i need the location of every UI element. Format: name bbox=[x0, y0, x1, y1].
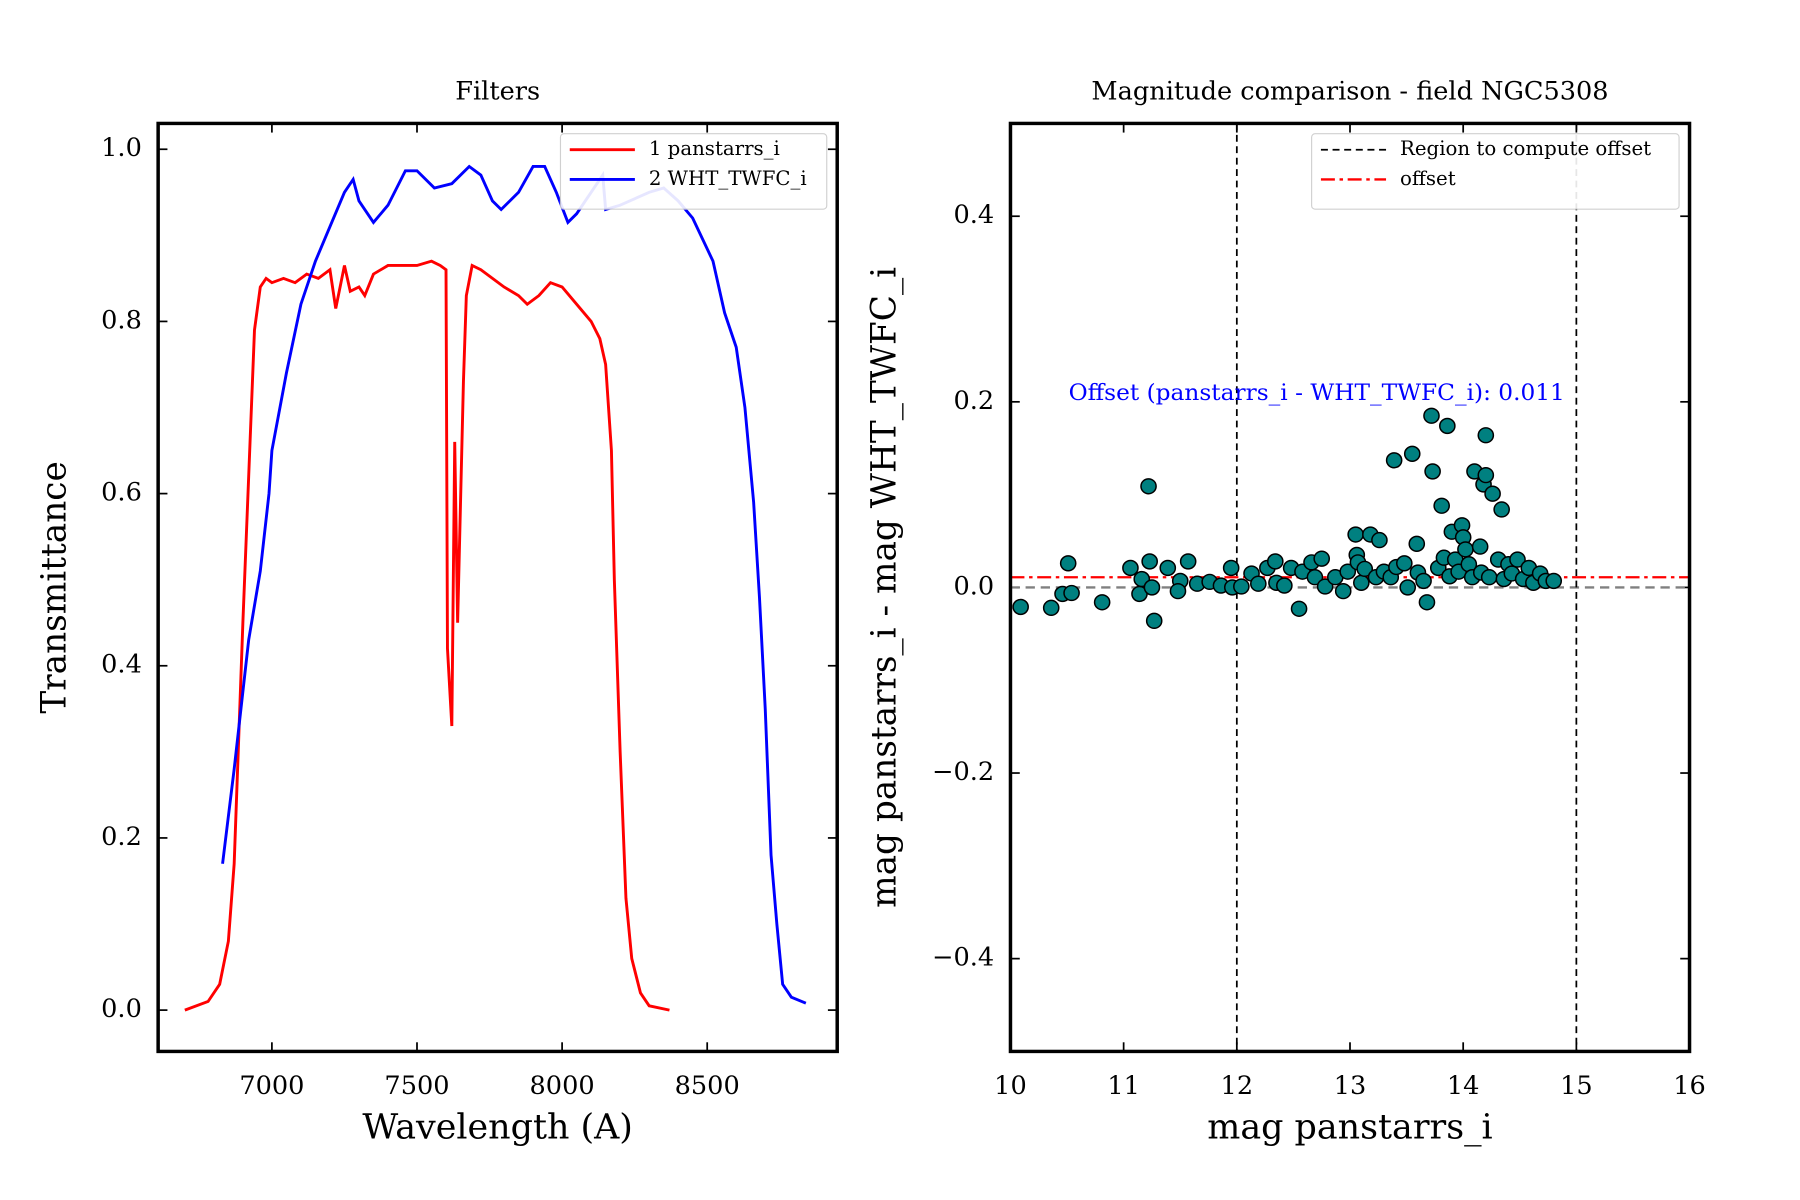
y-tick-label: 0.0 bbox=[101, 993, 142, 1023]
scatter-point bbox=[1424, 463, 1441, 480]
y-tick-label: 0.2 bbox=[953, 385, 994, 415]
scatter-point bbox=[1509, 551, 1526, 568]
scatter-point bbox=[1484, 485, 1501, 502]
scatter-point bbox=[1477, 466, 1495, 484]
legend-label: Region to compute offset bbox=[1400, 137, 1651, 160]
scatter-point bbox=[1480, 569, 1498, 586]
scatter-point bbox=[1477, 427, 1495, 444]
line-series bbox=[221, 164, 807, 1005]
x-tick-label: 7000 bbox=[239, 1070, 304, 1100]
plot-frame bbox=[1008, 121, 1692, 1054]
scatter-point bbox=[1433, 497, 1450, 514]
scatter-point bbox=[1471, 538, 1489, 555]
scatter-point bbox=[1266, 553, 1284, 570]
scatter-point bbox=[1169, 582, 1187, 600]
chart-title: Magnitude comparison - field NGC5308 bbox=[1091, 76, 1608, 106]
legend-box bbox=[1311, 133, 1680, 210]
scatter-point bbox=[1159, 559, 1177, 577]
x-tick-label: 8000 bbox=[530, 1070, 595, 1100]
line-series bbox=[184, 259, 670, 1012]
x-tick-label: 15 bbox=[1560, 1070, 1593, 1100]
scatter-point bbox=[1179, 553, 1197, 570]
scatter-point bbox=[1403, 445, 1421, 462]
y-tick-label: −0.4 bbox=[932, 942, 994, 972]
scatter-point bbox=[1396, 555, 1413, 572]
scatter-point bbox=[1122, 559, 1139, 577]
scatter-point bbox=[1423, 407, 1440, 424]
y-tick-label: −0.2 bbox=[932, 756, 994, 786]
y-tick-label: 0.8 bbox=[101, 305, 142, 335]
scatter-point bbox=[1093, 594, 1111, 611]
y-tick-label: 0.2 bbox=[101, 821, 142, 851]
x-tick-label: 14 bbox=[1447, 1070, 1480, 1100]
scatter-point bbox=[1353, 574, 1370, 591]
x-tick-label: 10 bbox=[994, 1070, 1027, 1100]
scatter-point bbox=[1012, 598, 1029, 616]
scatter-point bbox=[1222, 559, 1240, 577]
scatter-point bbox=[1290, 600, 1308, 617]
y-tick-label: 0.6 bbox=[101, 477, 142, 507]
chart-title: Filters bbox=[455, 76, 540, 106]
scatter-point bbox=[1356, 560, 1374, 578]
scatter-point bbox=[1233, 578, 1250, 595]
y-tick-label: 0.4 bbox=[953, 199, 994, 229]
scatter-point bbox=[1316, 578, 1334, 595]
scatter-point bbox=[1408, 535, 1426, 552]
x-tick-label: 12 bbox=[1221, 1070, 1254, 1100]
scatter-point bbox=[1059, 555, 1077, 572]
scatter-point bbox=[1334, 582, 1352, 600]
y-axis-label: mag panstarrs_i - mag WHT_TWFC_i bbox=[864, 267, 904, 908]
x-axis-label: mag panstarrs_i bbox=[1207, 1108, 1492, 1148]
x-tick-label: 8500 bbox=[675, 1070, 740, 1100]
x-tick-label: 11 bbox=[1107, 1070, 1140, 1100]
y-tick-label: 0.4 bbox=[101, 649, 142, 679]
scatter-point bbox=[1145, 612, 1163, 630]
scatter-point bbox=[1457, 541, 1474, 558]
scatter-point bbox=[1371, 531, 1388, 549]
scatter-point bbox=[1042, 599, 1060, 617]
y-axis-label: Transmittance bbox=[34, 461, 74, 713]
scatter-point bbox=[1306, 569, 1324, 586]
scatter-point bbox=[1385, 452, 1403, 469]
scatter-point bbox=[1141, 553, 1158, 570]
scatter-point bbox=[1063, 584, 1080, 602]
x-tick-label: 13 bbox=[1334, 1070, 1367, 1100]
scatter-point bbox=[1415, 572, 1432, 590]
scatter-point bbox=[1250, 575, 1267, 592]
scatter-point bbox=[1493, 501, 1510, 518]
scatter-point bbox=[1545, 572, 1563, 590]
scatter-point bbox=[1439, 417, 1456, 435]
scatter-point bbox=[1140, 478, 1157, 495]
annotation: Offset (panstarrs_i - WHT_TWFC_i): 0.011 bbox=[1069, 380, 1565, 406]
scatter-point bbox=[1347, 526, 1364, 543]
y-tick-label: 0.0 bbox=[953, 571, 994, 601]
x-tick-label: 7500 bbox=[384, 1070, 449, 1100]
scatter-point bbox=[1339, 563, 1357, 580]
scatter-point bbox=[1143, 579, 1161, 596]
scatter-point bbox=[1418, 594, 1436, 611]
legend-box bbox=[559, 133, 828, 210]
plot-frame bbox=[156, 121, 839, 1054]
legend-label: offset bbox=[1400, 167, 1456, 190]
x-tick-label: 16 bbox=[1673, 1070, 1706, 1100]
scatter-point bbox=[1399, 579, 1417, 596]
scatter-point bbox=[1276, 577, 1293, 594]
y-tick-label: 1.0 bbox=[101, 132, 142, 162]
scatter-point bbox=[1313, 550, 1331, 567]
legend-label: 1 panstarrs_i bbox=[649, 137, 780, 160]
legend-label: 2 WHT_TWFC_i bbox=[649, 167, 807, 190]
x-axis-label: Wavelength (A) bbox=[362, 1108, 632, 1148]
